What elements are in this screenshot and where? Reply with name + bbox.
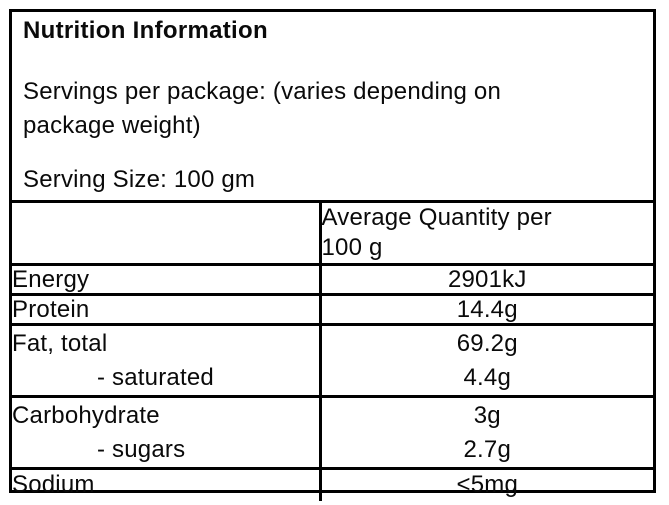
servings-text-line1: Servings per package: (varies depending …	[23, 78, 502, 105]
nutrition-label-panel: Nutrition Information Servings per packa…	[9, 9, 656, 501]
servings-text-line2: package weight)	[23, 112, 201, 139]
table-row-carbohydrate: Carbohydrate - sugars 3g 2.7g	[12, 396, 653, 470]
nutrient-name-group: Fat, total - saturated	[12, 324, 320, 398]
value-column-header: Average Quantity per 100 g	[318, 201, 653, 266]
nutrient-name-group: Carbohydrate - sugars	[12, 396, 320, 470]
nutrition-table: Average Quantity per 100 g Energy 2901kJ…	[12, 200, 653, 501]
serving-size-text: Serving Size: 100 gm	[23, 166, 256, 193]
nutrient-value-group: 69.2g 4.4g	[318, 324, 653, 398]
nutrient-value: 3g	[473, 402, 501, 429]
nutrient-value: 14.4g	[318, 294, 653, 326]
table-row-fat: Fat, total - saturated 69.2g 4.4g	[12, 324, 653, 398]
nutrient-name: Fat, total	[12, 330, 108, 357]
nutrient-value: 69.2g	[456, 330, 518, 357]
nutrient-sub-value: 4.4g	[463, 364, 511, 391]
nutrient-sub-name: - saturated	[97, 364, 214, 391]
nutrient-value: 2901kJ	[318, 264, 653, 296]
nutrient-name: Protein	[12, 294, 320, 326]
nutrient-sub-value: 2.7g	[463, 436, 511, 463]
table-header-row: Average Quantity per 100 g	[12, 201, 653, 266]
nutrient-name: Sodium	[12, 471, 95, 499]
nutrient-value: <5mg	[318, 468, 653, 501]
nutrient-sub-name: - sugars	[97, 436, 186, 463]
servings-per-package-text: Servings per package: (varies depending …	[23, 75, 641, 143]
value-header-line2: 100 g	[321, 234, 383, 261]
label-title: Nutrition Information	[23, 17, 268, 44]
value-header-line1: Average Quantity per	[321, 204, 552, 231]
label-intro-section: Nutrition Information Servings per packa…	[12, 12, 653, 200]
nutrient-value-group: 3g 2.7g	[318, 396, 653, 470]
table-row-protein: Protein 14.4g	[12, 294, 653, 326]
nutrient-name: Energy	[12, 264, 320, 296]
nutrient-header-cell-empty	[12, 201, 320, 266]
table-row-energy: Energy 2901kJ	[12, 264, 653, 296]
table-row-sodium: Sodium <5mg	[12, 468, 653, 501]
nutrient-name: Carbohydrate	[12, 402, 160, 429]
